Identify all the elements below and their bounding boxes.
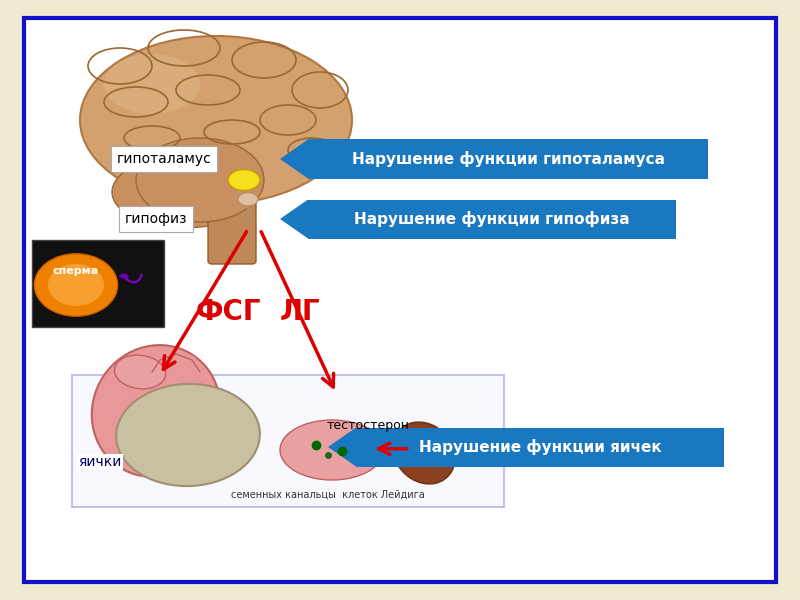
Text: Нарушение функции гипофиза: Нарушение функции гипофиза [354, 211, 630, 227]
Circle shape [34, 254, 118, 316]
Text: семенных канальцы  клеток Лейдига: семенных канальцы клеток Лейдига [231, 490, 425, 500]
Ellipse shape [80, 36, 352, 204]
Ellipse shape [112, 156, 256, 228]
Text: гипофиз: гипофиз [125, 212, 187, 226]
FancyBboxPatch shape [24, 18, 776, 582]
Text: гипоталамус: гипоталамус [117, 152, 211, 166]
Text: ФСГ: ФСГ [195, 298, 261, 326]
Polygon shape [280, 199, 308, 238]
Polygon shape [328, 427, 356, 467]
Ellipse shape [228, 169, 260, 191]
Text: Нарушение функции гипоталамуса: Нарушение функции гипоталамуса [351, 151, 665, 167]
FancyBboxPatch shape [32, 240, 164, 327]
FancyBboxPatch shape [72, 375, 504, 507]
Polygon shape [280, 139, 308, 179]
FancyBboxPatch shape [356, 427, 724, 467]
FancyBboxPatch shape [208, 198, 256, 264]
Text: сперма: сперма [53, 266, 99, 276]
Circle shape [48, 264, 104, 306]
FancyBboxPatch shape [308, 199, 676, 238]
Text: Нарушение функции яичек: Нарушение функции яичек [418, 439, 662, 455]
Ellipse shape [280, 420, 384, 480]
Ellipse shape [119, 274, 129, 278]
Ellipse shape [116, 384, 260, 486]
FancyBboxPatch shape [308, 139, 708, 179]
Ellipse shape [92, 345, 220, 477]
Text: ЛГ: ЛГ [280, 298, 320, 326]
Ellipse shape [136, 138, 264, 222]
Ellipse shape [104, 54, 200, 114]
Ellipse shape [238, 193, 258, 206]
Ellipse shape [114, 355, 166, 389]
Text: яички: яички [78, 455, 122, 469]
Ellipse shape [393, 422, 455, 484]
Text: тестостерон: тестостерон [326, 419, 410, 433]
